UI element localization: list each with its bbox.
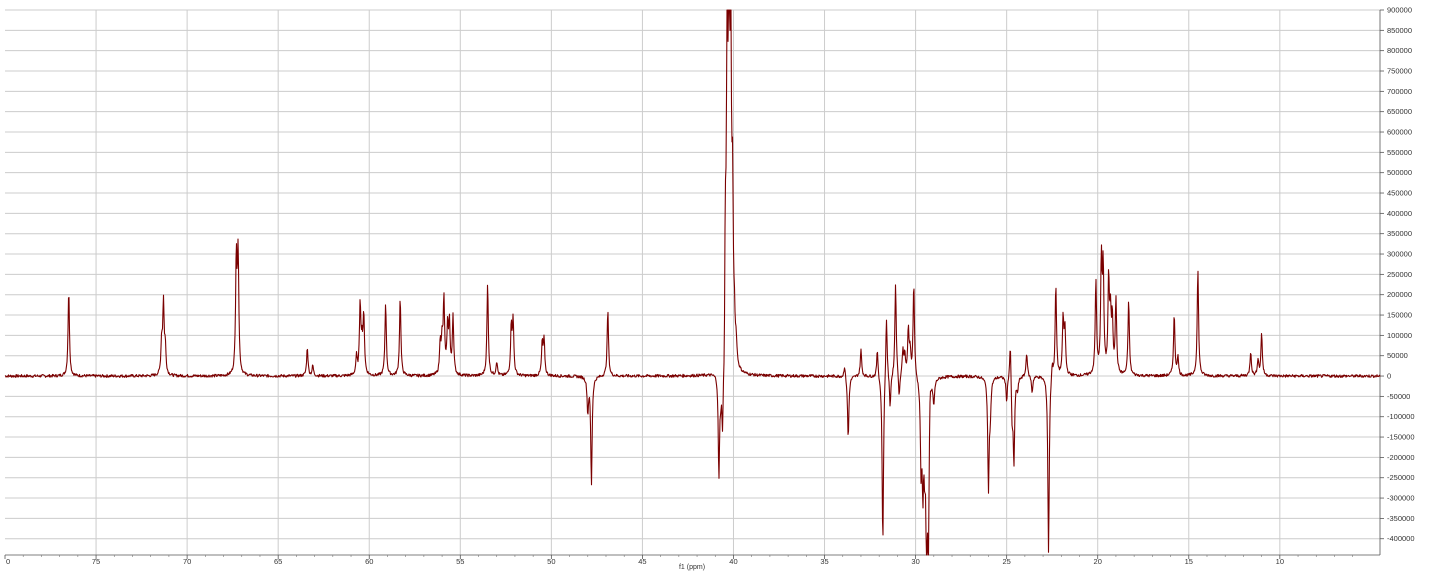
y-tick-label: 750000 (1387, 67, 1412, 76)
x-tick-label: 40 (729, 557, 737, 566)
y-tick-label: -100000 (1387, 412, 1415, 421)
x-tick-label: 60 (365, 557, 373, 566)
y-tick-label: 100000 (1387, 331, 1412, 340)
axes (4, 9, 1384, 559)
gridlines (5, 9, 1380, 555)
x-tick-label: 25 (1002, 557, 1010, 566)
y-tick-label: 50000 (1387, 351, 1408, 360)
x-tick-label: 15 (1185, 557, 1193, 566)
y-tick-label: 850000 (1387, 26, 1412, 35)
y-tick-label: -200000 (1387, 453, 1415, 462)
x-tick-label: 30 (911, 557, 919, 566)
y-tick-label: -150000 (1387, 433, 1415, 442)
y-tick-label: 350000 (1387, 229, 1412, 238)
y-tick-labels: 900000 850000 800000 750000 700000 650000 6000… (1387, 6, 1415, 544)
y-tick-label: 200000 (1387, 290, 1412, 299)
y-tick-label: -350000 (1387, 514, 1415, 523)
y-tick-label: -50000 (1387, 392, 1410, 401)
y-tick-label: 900000 (1387, 6, 1412, 15)
spectrum-series (4, 9, 1381, 556)
y-tick-label: 500000 (1387, 168, 1412, 177)
y-tick-label: 650000 (1387, 107, 1412, 116)
y-tick-label: -250000 (1387, 473, 1415, 482)
x-tick-label: 75 (92, 557, 100, 566)
x-tick-label: 50 (547, 557, 555, 566)
x-tick-label: 0 (6, 557, 10, 566)
y-tick-label: 600000 (1387, 128, 1412, 137)
y-tick-label: 450000 (1387, 189, 1412, 198)
x-tick-label: 35 (820, 557, 828, 566)
x-tick-label: 65 (274, 557, 282, 566)
y-tick-label: 300000 (1387, 250, 1412, 259)
plot-area (5, 10, 1380, 555)
x-tick-label: 70 (183, 557, 191, 566)
y-tick-label: -300000 (1387, 494, 1415, 503)
y-tick-label: 550000 (1387, 148, 1412, 157)
y-tick-label: 400000 (1387, 209, 1412, 218)
x-axis-title: f1 (ppm) (679, 564, 705, 571)
x-tick-label: 20 (1094, 557, 1102, 566)
y-tick-label: 150000 (1387, 311, 1412, 320)
x-tick-label: 55 (456, 557, 464, 566)
y-tick-label: 800000 (1387, 46, 1412, 55)
x-tick-label: 10 (1276, 557, 1284, 566)
x-tick-labels: 0 75 70 65 60 55 50 45 40 35 30 25 20 15 10 (6, 557, 1284, 566)
spectrum-line (4, 9, 1381, 556)
y-tick-label: 700000 (1387, 87, 1412, 96)
x-tick-label: 45 (638, 557, 646, 566)
y-tick-label: -400000 (1387, 534, 1415, 543)
y-tick-label: 0 (1387, 372, 1391, 381)
y-tick-label: 250000 (1387, 270, 1412, 279)
